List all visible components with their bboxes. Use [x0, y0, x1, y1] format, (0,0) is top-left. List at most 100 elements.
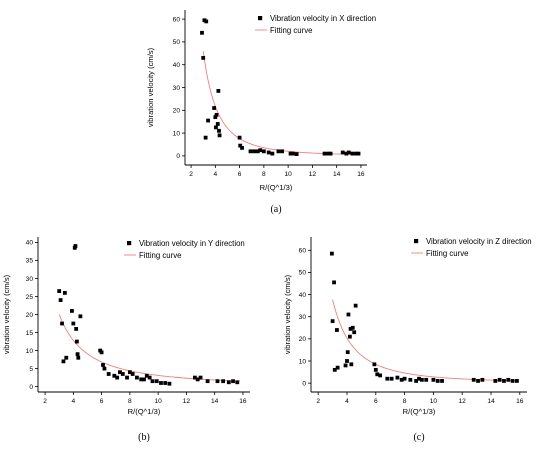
x-tick-label: 14: [211, 398, 219, 405]
data-point: [343, 363, 348, 368]
data-point: [417, 376, 421, 381]
data-point: [346, 150, 351, 155]
data-point: [212, 106, 217, 110]
legend-background: [254, 12, 366, 34]
data-point: [353, 303, 358, 308]
data-point: [139, 377, 144, 382]
y-tick-label: 40: [299, 292, 307, 299]
data-point: [502, 379, 506, 383]
x-tick-label: 12: [459, 398, 467, 405]
data-point: [389, 376, 394, 381]
data-point: [70, 308, 74, 313]
data-point: [395, 375, 400, 380]
data-point: [201, 55, 206, 60]
data-point: [120, 372, 125, 376]
data-point: [399, 377, 404, 382]
data-point: [213, 115, 218, 120]
x-tick-label: 10: [430, 398, 438, 405]
data-point: [328, 151, 333, 156]
fitting-curve: [58, 314, 241, 382]
data-point: [419, 377, 424, 382]
data-point: [217, 133, 222, 138]
data-point: [346, 312, 351, 317]
x-tick-label: 4: [345, 398, 349, 405]
data-point: [74, 327, 79, 331]
data-point: [127, 370, 132, 375]
x-tick-label: 16: [516, 398, 524, 405]
y-tick-label: 35: [26, 258, 34, 265]
data-point: [204, 19, 209, 24]
x-tick-label: 12: [309, 171, 317, 178]
data-point: [340, 150, 345, 155]
data-point: [356, 151, 361, 156]
legend-label-data: Vibration velocity in Z direction: [426, 237, 532, 246]
data-point: [200, 30, 204, 35]
data-point: [402, 376, 407, 381]
data-point: [73, 244, 78, 248]
data-point: [280, 149, 284, 154]
data-point: [335, 365, 340, 370]
y-tick-label: 0: [302, 380, 306, 387]
data-point: [231, 379, 235, 384]
y-tick-label: 5: [29, 366, 33, 373]
y-tick-label: 40: [173, 62, 181, 69]
y-tick-label: 20: [26, 312, 34, 319]
x-tick-label: 16: [357, 171, 365, 178]
data-point: [372, 362, 377, 367]
data-point: [322, 151, 327, 156]
data-point: [378, 373, 383, 378]
chart-panel-2: 2 4 6 8 10 12 14 16 0 5 10 15 20 25 30 35 40 R/(Q^1/3) vib…: [2, 237, 250, 443]
data-point: [240, 146, 244, 150]
y-tick-label: 20: [173, 108, 181, 115]
data-point: [347, 334, 352, 339]
data-point: [163, 381, 168, 385]
data-point: [101, 363, 105, 367]
y-tick-label: 15: [26, 330, 34, 337]
data-point: [217, 128, 221, 133]
data-point: [115, 375, 120, 380]
data-point: [252, 149, 257, 154]
data-point: [375, 372, 380, 377]
x-tick-label: 8: [262, 171, 266, 178]
y-axis-title: vibration velocity (cm/s): [283, 274, 292, 354]
y-tick-label: 10: [299, 358, 307, 365]
data-point: [431, 377, 436, 382]
data-point: [135, 375, 139, 380]
data-point: [195, 377, 200, 382]
legend-background: [410, 235, 522, 257]
y-tick-label: 25: [26, 294, 34, 301]
data-point: [350, 151, 355, 156]
x-tick-label: 2: [189, 171, 193, 178]
data-point: [226, 380, 231, 385]
data-point: [106, 372, 111, 376]
chart-panel-1: 2 4 6 8 10 12 14 16 0 10 20 30 40 50 60 R/(Q^1/3) vibrat…: [146, 10, 376, 215]
data-point: [64, 355, 69, 360]
data-point: [74, 339, 79, 344]
data-point: [125, 375, 129, 380]
data-point: [373, 367, 378, 372]
data-point: [440, 379, 444, 383]
data-point: [154, 379, 159, 384]
panel-label: (b): [138, 432, 150, 443]
data-point: [75, 352, 80, 357]
legend: Vibration velocity in Y direction Fitting…: [123, 237, 245, 260]
x-tick-label: 14: [333, 171, 341, 178]
data-point: [192, 375, 197, 380]
data-point: [435, 379, 440, 383]
x-tick-label: 4: [213, 171, 217, 178]
data-point: [58, 298, 63, 302]
data-point: [497, 377, 502, 382]
data-point: [159, 381, 163, 385]
chart-panel-3: 2 4 6 8 10 12 14 16 0 10 20 30 40 50 60 R/(Q^1/3) vibrat…: [283, 235, 532, 443]
y-tick-label: 50: [173, 39, 181, 46]
data-point: [270, 151, 275, 156]
y-tick-label: 0: [29, 384, 33, 391]
data-point: [205, 379, 210, 384]
data-point: [62, 290, 67, 295]
legend-label-data: Vibration velocity in X direction: [270, 14, 376, 23]
data-point: [167, 381, 172, 386]
data-point: [235, 380, 240, 385]
data-point: [215, 379, 220, 384]
data-point: [354, 151, 358, 156]
